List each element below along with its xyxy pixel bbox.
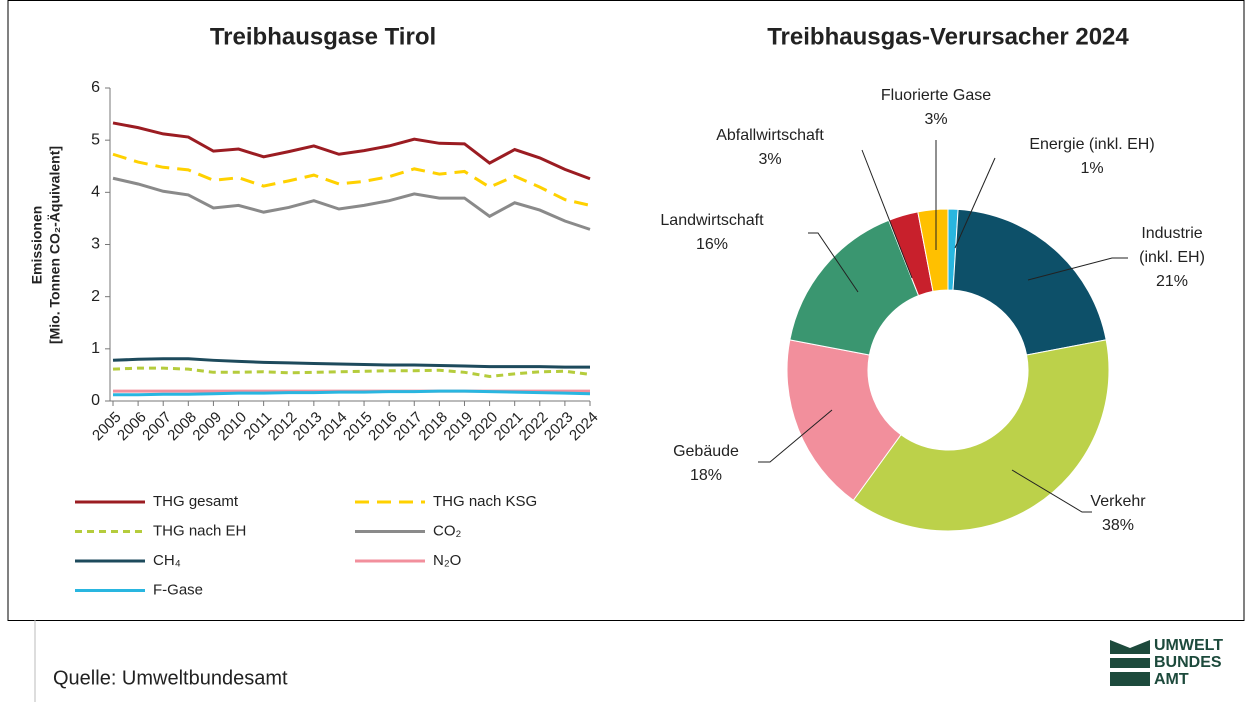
legend-label: CO₂ [433,522,462,539]
slice-value: 1% [1080,160,1104,177]
slice-label: Fluorierte Gase 3% [851,84,1021,132]
slice-name: Fluorierte Gase [880,87,992,104]
legend-label: THG nach KSG [433,493,537,510]
y-tick-label: 3 [91,236,100,253]
series-line [112,357,590,369]
slice-label: Abfallwirtschaft 3% [690,124,850,172]
y-tick-label: 6 [91,79,100,96]
donut-slice [952,208,1107,356]
leader-line [861,149,913,279]
series-line [112,121,591,181]
y-tick-label: 1 [91,340,100,357]
series-line [113,389,591,397]
series-line [112,176,591,231]
slice-value: 3% [758,151,782,168]
source: Quelle: Umweltbundesamt [53,667,288,689]
logo-shape [1110,672,1150,686]
frame [7,0,1245,621]
slice-value: 16% [695,236,729,253]
y-tick-label: 0 [91,392,100,409]
legend-label: CH₄ [153,552,181,569]
legend-label: THG gesamt [153,493,239,510]
y-label: Emissionen [Mio. Tonnen CO₂-Äquivalent] [29,146,63,344]
donut-slice [789,219,920,356]
donut-slice [852,339,1110,532]
logo-text: BUNDES [1154,654,1222,671]
slice-name: Verkehr [1090,493,1146,510]
logo-shape [1110,640,1150,654]
x-tick-label: 2024 [566,409,602,445]
slice-name: Industrie (inkl. EH) [1139,225,1205,266]
leader-line [758,409,833,463]
slice-name: Landwirtschaft [660,212,764,229]
logo-text: UMWELT [1154,637,1223,654]
legend-label: F-Gase [153,581,203,598]
donut-slice [786,339,902,501]
leader-line [808,232,859,293]
slice-label: Gebäude 18% [646,440,766,488]
logo-shape [1110,658,1150,668]
leader-line [954,157,996,249]
series-line [112,366,591,378]
y-label-line: Emissionen [29,206,45,285]
slice-value: 21% [1155,273,1189,290]
y-tick-label: 2 [91,288,100,305]
slice-label: Energie (inkl. EH) 1% [1012,133,1172,181]
slice-name: Gebäude [673,443,739,460]
leader-line [1027,257,1128,281]
slice-name: Abfallwirtschaft [716,127,824,144]
logo: UMWELT BUNDES AMT [1110,637,1223,688]
donut-title: Treibhausgas-Verursacher 2024 [767,23,1129,50]
y-label-line: [Mio. Tonnen CO₂-Äquivalent] [47,146,63,344]
line-title: Treibhausgase Tirol [210,23,436,50]
logo-text: AMT [1154,671,1189,688]
slice-name: Energie (inkl. EH) [1029,136,1155,153]
slice-value: 3% [924,111,948,128]
y-tick-label: 5 [91,131,100,148]
donut-slice [917,208,949,293]
slice-label: Verkehr 38% [1068,490,1168,538]
leader-line [1011,469,1092,513]
series-line [112,152,591,207]
slice-value: 38% [1101,517,1135,534]
legend-label: N₂O [433,552,461,569]
legend-label: THG nach EH [153,522,246,539]
slice-value: 18% [689,467,723,484]
slice-label: Industrie (inkl. EH) 21% [1127,222,1217,294]
slice-label: Landwirtschaft 16% [642,209,782,257]
y-tick-label: 4 [91,184,100,201]
